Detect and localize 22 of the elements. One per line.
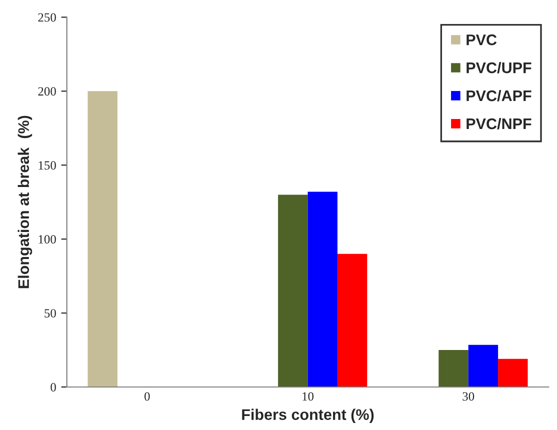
bar [308,192,338,387]
y-tick-label: 250 [38,13,56,22]
x-axis-title: Fibers content (%) [242,408,374,423]
x-tick-label: 10 [302,392,314,401]
x-tick-label: 0 [144,392,150,401]
y-tick-label: 150 [38,161,56,170]
x-tick-label: 30 [462,392,474,401]
y-axis-title: Elongation at break (%) [18,116,32,288]
bar [337,254,368,387]
y-tick-label: 0 [50,383,56,392]
y-tick-label: 50 [44,309,56,318]
y-tick-label: 100 [38,235,56,244]
legend-label: PVC [466,34,497,46]
bar [468,344,498,387]
bar [88,91,118,387]
y-tick-label: 200 [38,87,56,96]
bar [278,194,308,387]
legend-label: PVC/NPF [466,118,532,130]
legend-label: PVC/UPF [466,62,532,74]
bar [498,358,528,387]
legend-label: PVC/APF [466,90,532,102]
bar [438,350,468,387]
